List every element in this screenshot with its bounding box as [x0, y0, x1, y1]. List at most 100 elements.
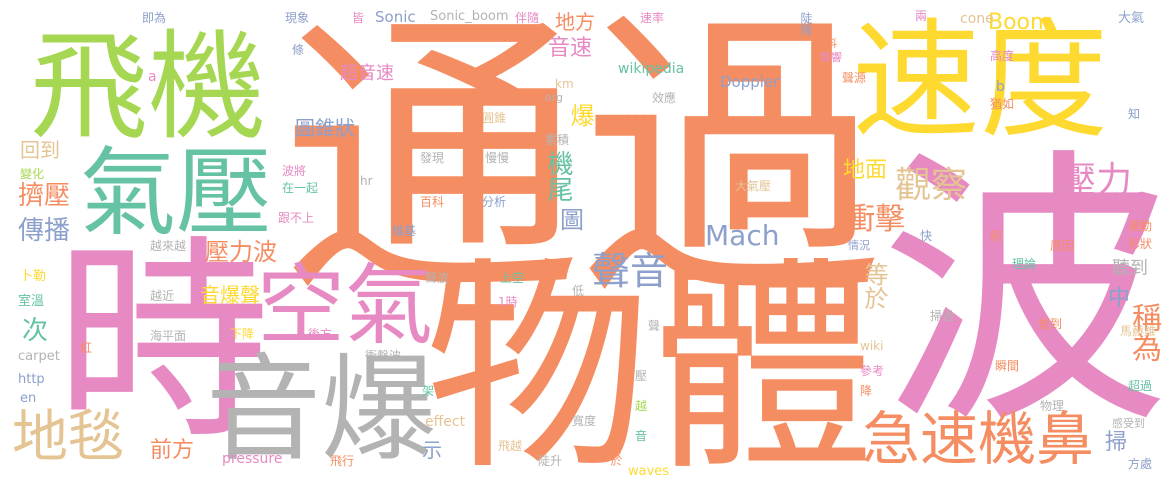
- word-yuanzhuizhuang: 圓錐狀: [295, 116, 355, 140]
- word-yuanyin: 原因: [1050, 239, 1075, 253]
- word-en: en: [20, 391, 37, 406]
- word-chongjibo: 衝擊波: [365, 349, 402, 363]
- word-daqiya: 大氣壓: [735, 179, 772, 193]
- word-jiya: 擠壓: [18, 181, 71, 211]
- word-jiwei2: 即為: [142, 11, 167, 25]
- word-bojiang: 波將: [282, 164, 307, 178]
- word-dengyu: 等於: [860, 262, 888, 310]
- word-cone: cone: [960, 11, 994, 27]
- word-haipingmian: 海平面: [150, 329, 187, 343]
- word-tu: 圖: [560, 206, 584, 234]
- word-chongji: 衝擊: [845, 202, 905, 237]
- word-yinbaosheng: 音爆聲: [200, 283, 260, 307]
- word-gaodu: 高度: [990, 49, 1015, 63]
- word-ya: 壓: [635, 369, 648, 383]
- word-chaoguo: 超過: [1128, 379, 1153, 393]
- word-wiki: wiki: [860, 339, 884, 353]
- word-http: http: [18, 372, 45, 387]
- word-jia: 架: [422, 384, 435, 398]
- word-doushang: 陡升: [538, 454, 563, 468]
- word-chaoyinsu: 超音速: [340, 63, 394, 84]
- word-shi2: 示: [422, 438, 442, 462]
- word-jie: 皆: [352, 11, 365, 25]
- word-zhi: 知: [1128, 107, 1141, 121]
- word-huidao: 回到: [20, 138, 60, 162]
- word-ci: 次: [22, 316, 49, 346]
- word-xianxiang: 現象: [285, 11, 310, 25]
- word-liang: 兩: [915, 9, 928, 23]
- word-manman: 慢慢: [485, 151, 510, 165]
- word-tongguo: 通過: [282, 0, 882, 336]
- word-wikipedia: wikipedia: [618, 61, 685, 77]
- word-ditan: 地毯: [12, 405, 124, 470]
- word-chuanbo: 傳播: [18, 216, 71, 246]
- word-laiziyu: 來自於: [609, 430, 623, 466]
- word-mahezhui: 馬赫錐: [1120, 324, 1157, 338]
- word-wuti: 物體: [425, 239, 875, 482]
- word-jiang: 降: [860, 384, 873, 398]
- word-sulu: 速率: [640, 11, 665, 25]
- word-feiyue: 飛越: [498, 439, 523, 453]
- word-tidao: 提到: [1038, 317, 1063, 331]
- word-saoguo: 掃過: [930, 309, 955, 323]
- word-chengwei: 稱為: [1126, 302, 1161, 362]
- word-difang: 地方: [555, 10, 595, 34]
- word-doujiang: 陡降: [799, 12, 813, 36]
- word-yuejin: 越近: [150, 289, 175, 303]
- word-yundong: 運動: [1128, 219, 1153, 233]
- word-shengxiang: 聲響: [820, 51, 842, 64]
- word-boom: Boom: [988, 10, 1052, 35]
- word-daqi: 大氣: [1118, 11, 1145, 26]
- word-kongqi: 空氣: [257, 254, 434, 357]
- word-xingzhuang: 形狀: [1128, 237, 1153, 251]
- word-zhong: 中: [1108, 286, 1131, 311]
- word-sao: 掃: [1105, 430, 1128, 455]
- word-qingkuang: 情況: [848, 239, 870, 252]
- word-cankao: 參考: [860, 364, 885, 378]
- word-doppler: Doppler: [720, 73, 780, 91]
- word-shengyuan: 聲源: [842, 71, 867, 85]
- word-qian: 前: [990, 229, 1003, 243]
- word-shangkong: 上空: [500, 271, 525, 285]
- word-baike: 百科: [420, 195, 445, 209]
- word-mahesu: 馬赫數: [608, 113, 657, 132]
- word-b: b: [996, 79, 1005, 95]
- word-kuai: 快: [920, 229, 933, 243]
- word-km: km: [555, 77, 574, 91]
- word-pressure: pressure: [222, 451, 283, 467]
- word-yali: 壓力: [1060, 160, 1133, 201]
- word-faxian: 發現: [420, 151, 445, 165]
- word-bao: 爆: [566, 103, 594, 127]
- word-yinbao: 音爆: [206, 343, 437, 477]
- word-waves: waves: [628, 464, 670, 479]
- word-qianfang: 前方: [150, 438, 195, 463]
- word-sheng: 聲: [648, 319, 661, 333]
- word-zaiyiqi: 在一起: [282, 181, 319, 195]
- word-feiji: 飛機: [30, 18, 267, 156]
- word-wuli: 物理: [1040, 399, 1065, 413]
- word-1shi: 1時: [498, 295, 518, 309]
- word-di: 低: [572, 284, 585, 298]
- word-genbushang: 跟不上: [278, 211, 315, 225]
- word-yaliibo: 壓力波: [205, 238, 277, 266]
- word-hong: 紅: [80, 341, 93, 355]
- word-fenxi: 分析: [482, 195, 507, 209]
- word-xiajiang: 下降: [230, 327, 255, 341]
- word-carpet: carpet: [18, 349, 60, 364]
- word-dimian: 地面: [843, 158, 888, 183]
- word-org: org: [545, 91, 564, 104]
- word-sonicboom: Sonic_boom: [430, 9, 509, 24]
- word-youru: 猶如: [990, 97, 1015, 111]
- word-ganshoudao: 感受到: [1112, 417, 1145, 430]
- word-leiji: 累積: [545, 133, 570, 147]
- word-yue: 越: [635, 399, 648, 413]
- word-yinsu: 音速: [548, 36, 593, 61]
- word-feixing: 飛行: [330, 454, 355, 468]
- word-yuelaiyue: 越來越: [150, 239, 187, 253]
- word-hr: hr: [360, 174, 373, 188]
- word-jiwei: 機尾: [543, 150, 573, 202]
- word-bansui: 伴隨: [515, 11, 540, 25]
- word-qiya: 氣壓: [80, 137, 272, 249]
- word-jisujibi: 急速機鼻: [862, 405, 1095, 473]
